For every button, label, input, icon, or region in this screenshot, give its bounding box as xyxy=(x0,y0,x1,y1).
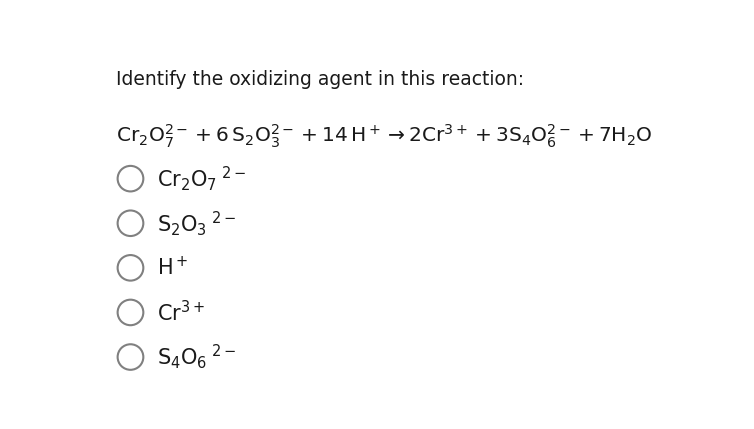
Text: $\mathsf{S_4O_6}^{\mathsf{\ 2-}}$: $\mathsf{S_4O_6}^{\mathsf{\ 2-}}$ xyxy=(158,343,237,372)
Text: $\mathsf{S_2O_3}^{\mathsf{\ 2-}}$: $\mathsf{S_2O_3}^{\mathsf{\ 2-}}$ xyxy=(158,209,237,238)
Text: Identify the oxidizing agent in this reaction:: Identify the oxidizing agent in this rea… xyxy=(116,69,525,89)
Text: $\mathsf{Cr^{3+}}$: $\mathsf{Cr^{3+}}$ xyxy=(158,300,206,325)
Text: $\mathsf{Cr_2O_7^{2-} + 6\,S_2O_3^{2-} + 14\,H^+ \rightarrow 2Cr^{3+} + 3S_4O_6^: $\mathsf{Cr_2O_7^{2-} + 6\,S_2O_3^{2-} +… xyxy=(116,123,653,150)
Text: $\mathsf{H^+}$: $\mathsf{H^+}$ xyxy=(158,256,188,280)
Text: $\mathsf{Cr_2O_7}^{\mathsf{\ 2-}}$: $\mathsf{Cr_2O_7}^{\mathsf{\ 2-}}$ xyxy=(158,164,247,193)
